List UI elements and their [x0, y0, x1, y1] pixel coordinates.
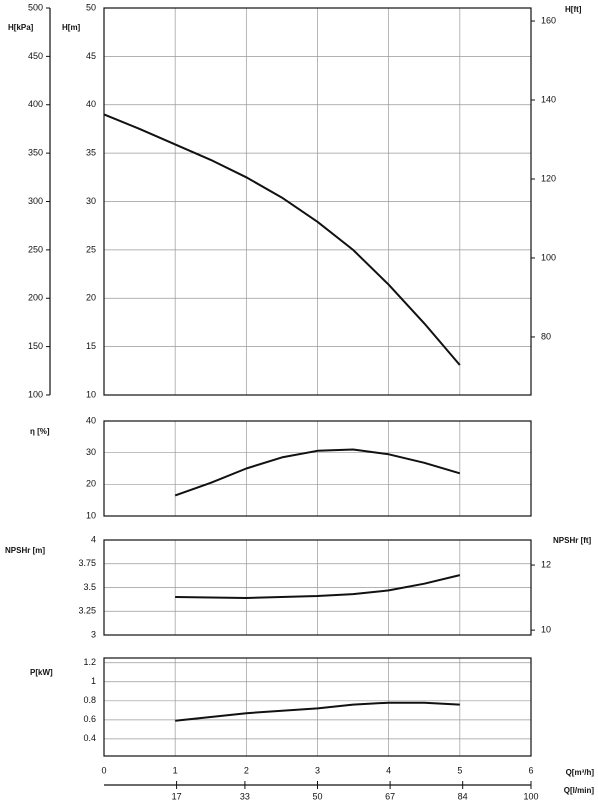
y3-axis-label: H[kPa]	[8, 23, 34, 32]
y3-tick-label: 100	[28, 389, 43, 399]
x-tick-label: 1	[173, 765, 178, 775]
y-tick-label: 40	[86, 99, 96, 109]
y2-tick-label: 80	[541, 331, 551, 341]
x-tick-label: 3	[315, 765, 320, 775]
y2-axis-label: H[ft]	[565, 5, 582, 14]
y-tick-label: 4	[91, 534, 96, 544]
x-tick-label: 0	[101, 765, 106, 775]
y-axis-label: H[m]	[62, 23, 81, 32]
y-tick-label: 20	[86, 293, 96, 303]
y-tick-label: 45	[86, 51, 96, 61]
x2-tick-label: 84	[458, 791, 468, 801]
y-tick-label: 50	[86, 2, 96, 12]
x-tick-label: 6	[528, 765, 533, 775]
y-tick-label: 10	[86, 510, 96, 520]
x2-tick-label: 33	[240, 791, 250, 801]
x-tick-label: 4	[386, 765, 391, 775]
x-tick-label: 5	[457, 765, 462, 775]
y-tick-label: 0.4	[83, 733, 96, 743]
y-tick-label: 1.2	[83, 657, 96, 667]
y-tick-label: 1	[91, 676, 96, 686]
y-tick-label: 30	[86, 447, 96, 457]
y2-tick-label: 140	[541, 94, 556, 104]
y-tick-label: 3	[91, 629, 96, 639]
x2-tick-label: 67	[385, 791, 395, 801]
y3-tick-label: 400	[28, 99, 43, 109]
y-axis-label: P[kW]	[30, 668, 53, 677]
data-line	[175, 574, 461, 599]
y-tick-label: 20	[86, 479, 96, 489]
y3-tick-label: 450	[28, 51, 43, 61]
data-line	[103, 113, 461, 366]
y-axis-label: NPSHr [m]	[5, 546, 45, 555]
y2-tick-label: 100	[541, 252, 556, 262]
x-tick-label: 2	[244, 765, 249, 775]
y3-tick-label: 500	[28, 2, 43, 12]
y2-tick-label: 120	[541, 173, 556, 183]
y2-tick-label: 10	[541, 624, 551, 634]
y3-tick-label: 300	[28, 196, 43, 206]
y3-tick-label: 250	[28, 244, 43, 254]
y3-tick-label: 150	[28, 341, 43, 351]
y-axis-label: η [%]	[30, 427, 50, 436]
data-line	[174, 448, 461, 497]
plot-frame	[103, 420, 532, 517]
y2-tick-label: 12	[541, 559, 551, 569]
y2-tick-label: 160	[541, 15, 556, 25]
x2-tick-label: 50	[312, 791, 322, 801]
x2-axis-label: Q[l/min]	[564, 786, 595, 795]
plot-frame	[103, 657, 532, 757]
plot-frame	[103, 7, 532, 396]
y2-axis-label: NPSHr [ft]	[553, 536, 592, 545]
x-axis-label: Q[m³/h]	[566, 768, 595, 777]
y-tick-label: 15	[86, 341, 96, 351]
y-tick-label: 3.25	[78, 606, 96, 616]
y-tick-label: 0.8	[83, 695, 96, 705]
y3-tick-label: 350	[28, 148, 43, 158]
plot-frame	[103, 539, 532, 636]
y-tick-label: 25	[86, 244, 96, 254]
y-tick-label: 10	[86, 389, 96, 399]
x2-tick-label: 100	[523, 791, 538, 801]
y3-tick-label: 200	[28, 293, 43, 303]
y-tick-label: 3.75	[78, 558, 96, 568]
y-tick-label: 3.5	[83, 582, 96, 592]
x2-tick-label: 17	[172, 791, 182, 801]
y-tick-label: 0.6	[83, 714, 96, 724]
y-tick-label: 35	[86, 148, 96, 158]
data-line	[175, 701, 460, 722]
y-tick-label: 30	[86, 196, 96, 206]
y-tick-label: 40	[86, 415, 96, 425]
